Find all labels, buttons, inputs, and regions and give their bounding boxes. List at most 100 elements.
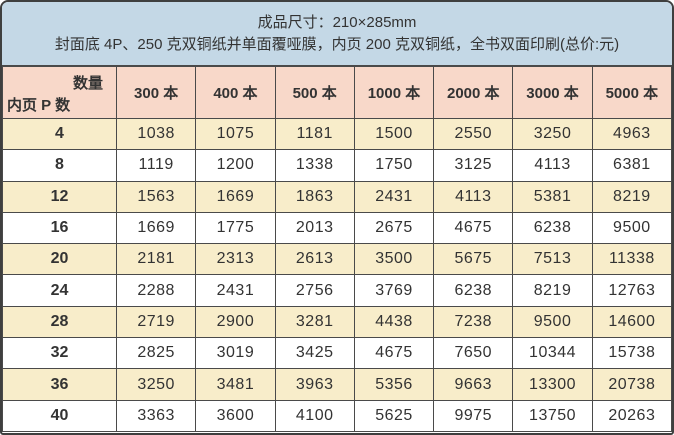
column-header: 400 本: [195, 66, 276, 119]
paper-spec-text: 封面底 4P、250 克双铜纸并单面覆哑膜，内页 200 克双铜纸，全书双面印刷…: [54, 36, 620, 53]
price-cell: 6381: [591, 149, 672, 182]
price-cell: 7650: [433, 337, 514, 370]
row-header-pages: 20: [2, 243, 117, 276]
price-cell: 3250: [115, 368, 197, 401]
price-cell: 2550: [433, 117, 514, 151]
price-cell: 1038: [115, 117, 197, 151]
price-cell: 5356: [353, 368, 435, 401]
row-header-pages: 4: [2, 117, 117, 151]
table-row: 20 2181 2313 2613 3500 5675 7513 11338: [2, 243, 672, 276]
price-cell: 15738: [591, 337, 672, 370]
price-cell: 11338: [591, 243, 672, 276]
price-cell: 1863: [274, 180, 355, 213]
price-cell: 12763: [591, 274, 672, 307]
price-cell: 1338: [274, 149, 355, 182]
price-cell: 4113: [433, 180, 514, 213]
row-header-pages: 16: [2, 211, 117, 245]
price-cell: 1200: [195, 149, 276, 182]
table-row: 24 2288 2431 2756 3769 6238 8219 12763: [2, 274, 672, 307]
price-cell: 5381: [512, 180, 593, 213]
column-header: 5000 本: [591, 66, 672, 119]
price-cell: 6238: [512, 211, 593, 245]
price-cell: 5675: [433, 243, 514, 276]
price-cell: 7513: [512, 243, 593, 276]
price-cell: 8219: [512, 274, 593, 307]
column-header: 500 本: [274, 66, 355, 119]
price-cell: 2313: [195, 243, 276, 276]
price-cell: 4675: [433, 211, 514, 245]
price-cell: 1669: [115, 211, 197, 245]
price-cell: 2900: [195, 305, 276, 339]
price-cell: 1500: [353, 117, 435, 151]
price-cell: 3363: [115, 399, 197, 433]
price-cell: 1775: [195, 211, 276, 245]
price-cell: 2181: [115, 243, 197, 276]
table-row: 12 1563 1669 1863 2431 4113 5381 8219: [2, 180, 672, 213]
row-header-pages: 32: [2, 337, 117, 370]
price-cell: 4113: [512, 149, 593, 182]
price-cell: 2719: [115, 305, 197, 339]
price-cell: 3500: [353, 243, 435, 276]
table-row: 16 1669 1775 2013 2675 4675 6238 9500: [2, 211, 672, 245]
price-cell: 9663: [433, 368, 514, 401]
price-cell: 9500: [591, 211, 672, 245]
price-cell: 9500: [512, 305, 593, 339]
price-cell: 13750: [512, 399, 593, 433]
price-cell: 2288: [115, 274, 197, 307]
price-cell: 14600: [591, 305, 672, 339]
table-row: 36 3250 3481 3963 5356 9663 13300 20738: [2, 368, 672, 401]
price-cell: 3250: [512, 117, 593, 151]
price-cell: 1669: [195, 180, 276, 213]
price-cell: 3281: [274, 305, 355, 339]
table-row: 4 1038 1075 1181 1500 2550 3250 4963: [2, 117, 672, 151]
price-cell: 3425: [274, 337, 355, 370]
price-cell: 10344: [512, 337, 593, 370]
row-header-pages: 24: [2, 274, 117, 307]
table-body: 4 1038 1075 1181 1500 2550 3250 4963 8 1119 1200 13…: [2, 117, 672, 433]
column-header: 2000 本: [433, 66, 514, 119]
price-cell: 3125: [433, 149, 514, 182]
price-cell: 4438: [353, 305, 435, 339]
price-cell: 1750: [353, 149, 435, 182]
table-row: 8 1119 1200 1338 1750 3125 4113 6381: [2, 149, 672, 182]
column-header: 3000 本: [512, 66, 593, 119]
price-cell: 2431: [353, 180, 435, 213]
row-header-pages: 40: [2, 399, 117, 433]
price-cell: 20263: [591, 399, 672, 433]
price-cell: 3481: [195, 368, 276, 401]
row-header-pages: 36: [2, 368, 117, 401]
table-row: 28 2719 2900 3281 4438 7238 9500 14600: [2, 305, 672, 339]
price-cell: 3600: [195, 399, 276, 433]
price-cell: 13300: [512, 368, 593, 401]
price-cell: 6238: [433, 274, 514, 307]
price-table: 数量 内页 P 数 300 本 400 本 500 本 1000 本 2000 本 300…: [2, 66, 672, 433]
price-cell: 3769: [353, 274, 435, 307]
table-row: 32 2825 3019 3425 4675 7650 10344 15738: [2, 337, 672, 370]
price-cell: 9975: [433, 399, 514, 433]
table-row: 40 3363 3600 4100 5625 9975 13750 20263: [2, 399, 672, 433]
corner-cell: 数量 内页 P 数: [2, 66, 117, 119]
price-cell: 4963: [591, 117, 672, 151]
price-cell: 4100: [274, 399, 355, 433]
row-header-pages: 28: [2, 305, 117, 339]
row-header-pages: 12: [2, 180, 117, 213]
column-header: 300 本: [115, 66, 197, 119]
price-cell: 1181: [274, 117, 355, 151]
price-cell: 2431: [195, 274, 276, 307]
price-cell: 2675: [353, 211, 435, 245]
price-cell: 20738: [591, 368, 672, 401]
price-cell: 4675: [353, 337, 435, 370]
price-cell: 1563: [115, 180, 197, 213]
price-cell: 2613: [274, 243, 355, 276]
spec-banner: 成品尺寸：210×285mm 封面底 4P、250 克双铜纸并单面覆哑膜，内页 …: [2, 2, 672, 66]
pages-axis-label: 内页 P 数: [7, 97, 71, 114]
price-cell: 7238: [433, 305, 514, 339]
quantity-axis-label: 数量: [72, 75, 103, 92]
finished-size-text: 成品尺寸：210×285mm: [257, 14, 417, 31]
price-cell: 2756: [274, 274, 355, 307]
price-cell: 5625: [353, 399, 435, 433]
price-cell: 1075: [195, 117, 276, 151]
column-header: 1000 本: [353, 66, 435, 119]
row-header-pages: 8: [2, 149, 117, 182]
price-cell: 8219: [591, 180, 672, 213]
